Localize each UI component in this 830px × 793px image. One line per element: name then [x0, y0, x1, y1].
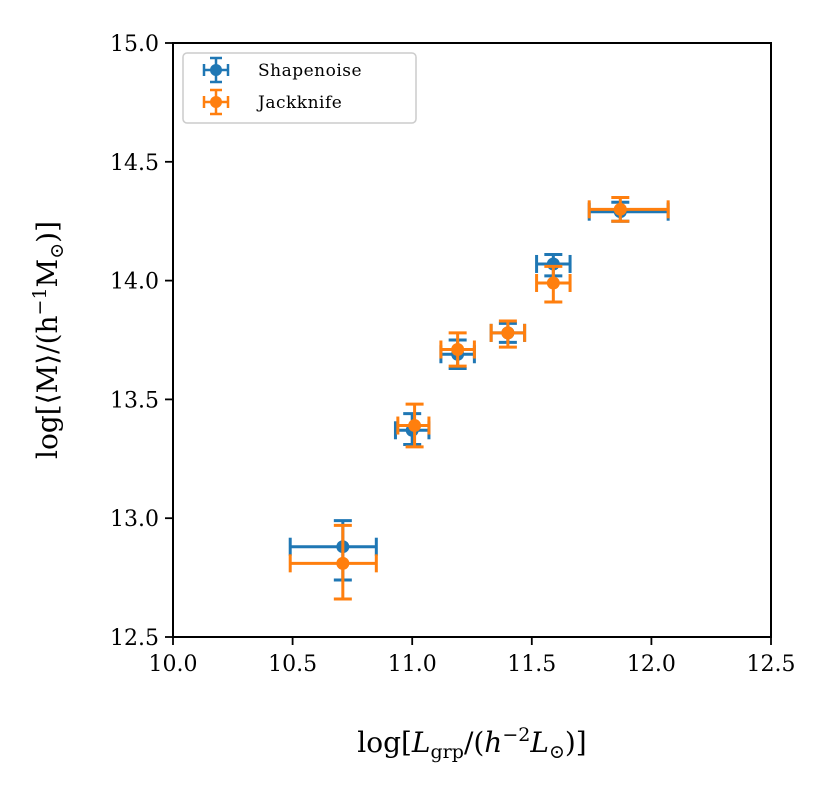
axes-frame — [172, 42, 772, 638]
x-tick-label: 10.5 — [268, 652, 317, 677]
data-point — [501, 326, 515, 340]
axis-ticks: 10.0 10.5 11.0 11.5 12.0 12.5 12.5 13.0 13.5 14.0… — [110, 32, 795, 677]
legend-entry: Jackknife — [202, 88, 342, 116]
y-tick-label: 14.5 — [110, 151, 159, 176]
y-tick-label: 14.0 — [110, 270, 159, 295]
y-tick-label: 12.5 — [110, 626, 159, 651]
x-tick-label: 11.5 — [507, 652, 556, 677]
legend-box — [182, 52, 417, 124]
legend-entry: Shapenoise — [202, 56, 362, 84]
legend-label: Shapenoise — [258, 61, 362, 81]
x-tick-label: 12.5 — [747, 652, 796, 677]
data-point — [408, 419, 422, 433]
legend-marker — [210, 64, 222, 76]
legend: Shapenoise Jackknife — [182, 52, 417, 124]
x-tick-label: 11.0 — [388, 652, 437, 677]
data-point — [546, 276, 560, 290]
x-tick-label: 12.0 — [627, 652, 676, 677]
plot-area — [288, 195, 670, 601]
data-point — [613, 202, 627, 216]
y-tick-label: 13.0 — [110, 507, 159, 532]
y-axis-label: log[⟨M⟩/(h−1M⊙)] — [29, 221, 68, 459]
data-point — [451, 343, 465, 357]
x-tick-label: 10.0 — [149, 652, 198, 677]
series-jackknife — [288, 195, 670, 601]
data-point — [336, 556, 350, 570]
y-tick-label: 13.5 — [110, 388, 159, 413]
y-tick-label: 15.0 — [110, 32, 159, 57]
legend-marker — [210, 96, 222, 108]
legend-label: Jackknife — [256, 93, 342, 113]
x-axis-label: log[Lgrp/(h−2L⊙)] — [357, 724, 586, 763]
